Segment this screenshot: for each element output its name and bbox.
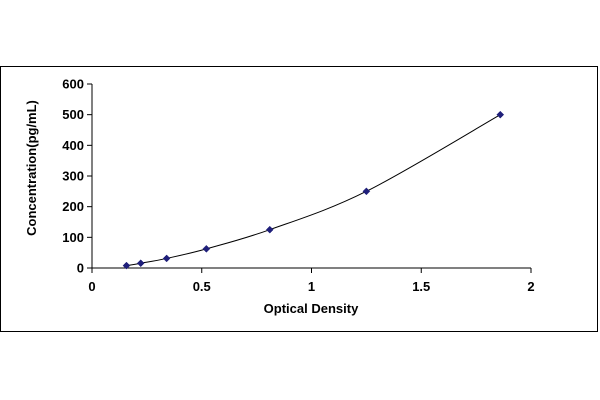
- data-point: [122, 261, 131, 270]
- x-tick-label: 1: [308, 279, 315, 294]
- x-tick-label: 2: [527, 279, 534, 294]
- data-point: [162, 254, 171, 263]
- y-tick-label: 0: [77, 261, 84, 276]
- y-tick-label: 400: [62, 138, 84, 153]
- data-point: [265, 225, 274, 234]
- plot-area: 0 100 200 300 400 500 600 0 0.5 1 1.5 2: [62, 77, 534, 295]
- y-tick-label: 100: [62, 230, 84, 245]
- standard-curve: [126, 114, 501, 267]
- y-tick-label: 500: [62, 107, 84, 122]
- y-axis-title: Concentration(pg/mL): [24, 100, 39, 236]
- y-tick-label: 200: [62, 199, 84, 214]
- x-tick-label: 1.5: [412, 279, 430, 294]
- y-tick-label: 300: [62, 169, 84, 184]
- data-point: [136, 259, 145, 268]
- y-tick-label: 600: [62, 77, 84, 92]
- data-point: [496, 110, 505, 119]
- x-tick-label: 0.5: [193, 279, 211, 294]
- data-point: [362, 187, 371, 196]
- chart-frame: [0, 66, 598, 332]
- x-tick-label: 0: [88, 279, 95, 294]
- x-axis-title: Optical Density: [264, 301, 359, 316]
- data-point: [202, 244, 211, 253]
